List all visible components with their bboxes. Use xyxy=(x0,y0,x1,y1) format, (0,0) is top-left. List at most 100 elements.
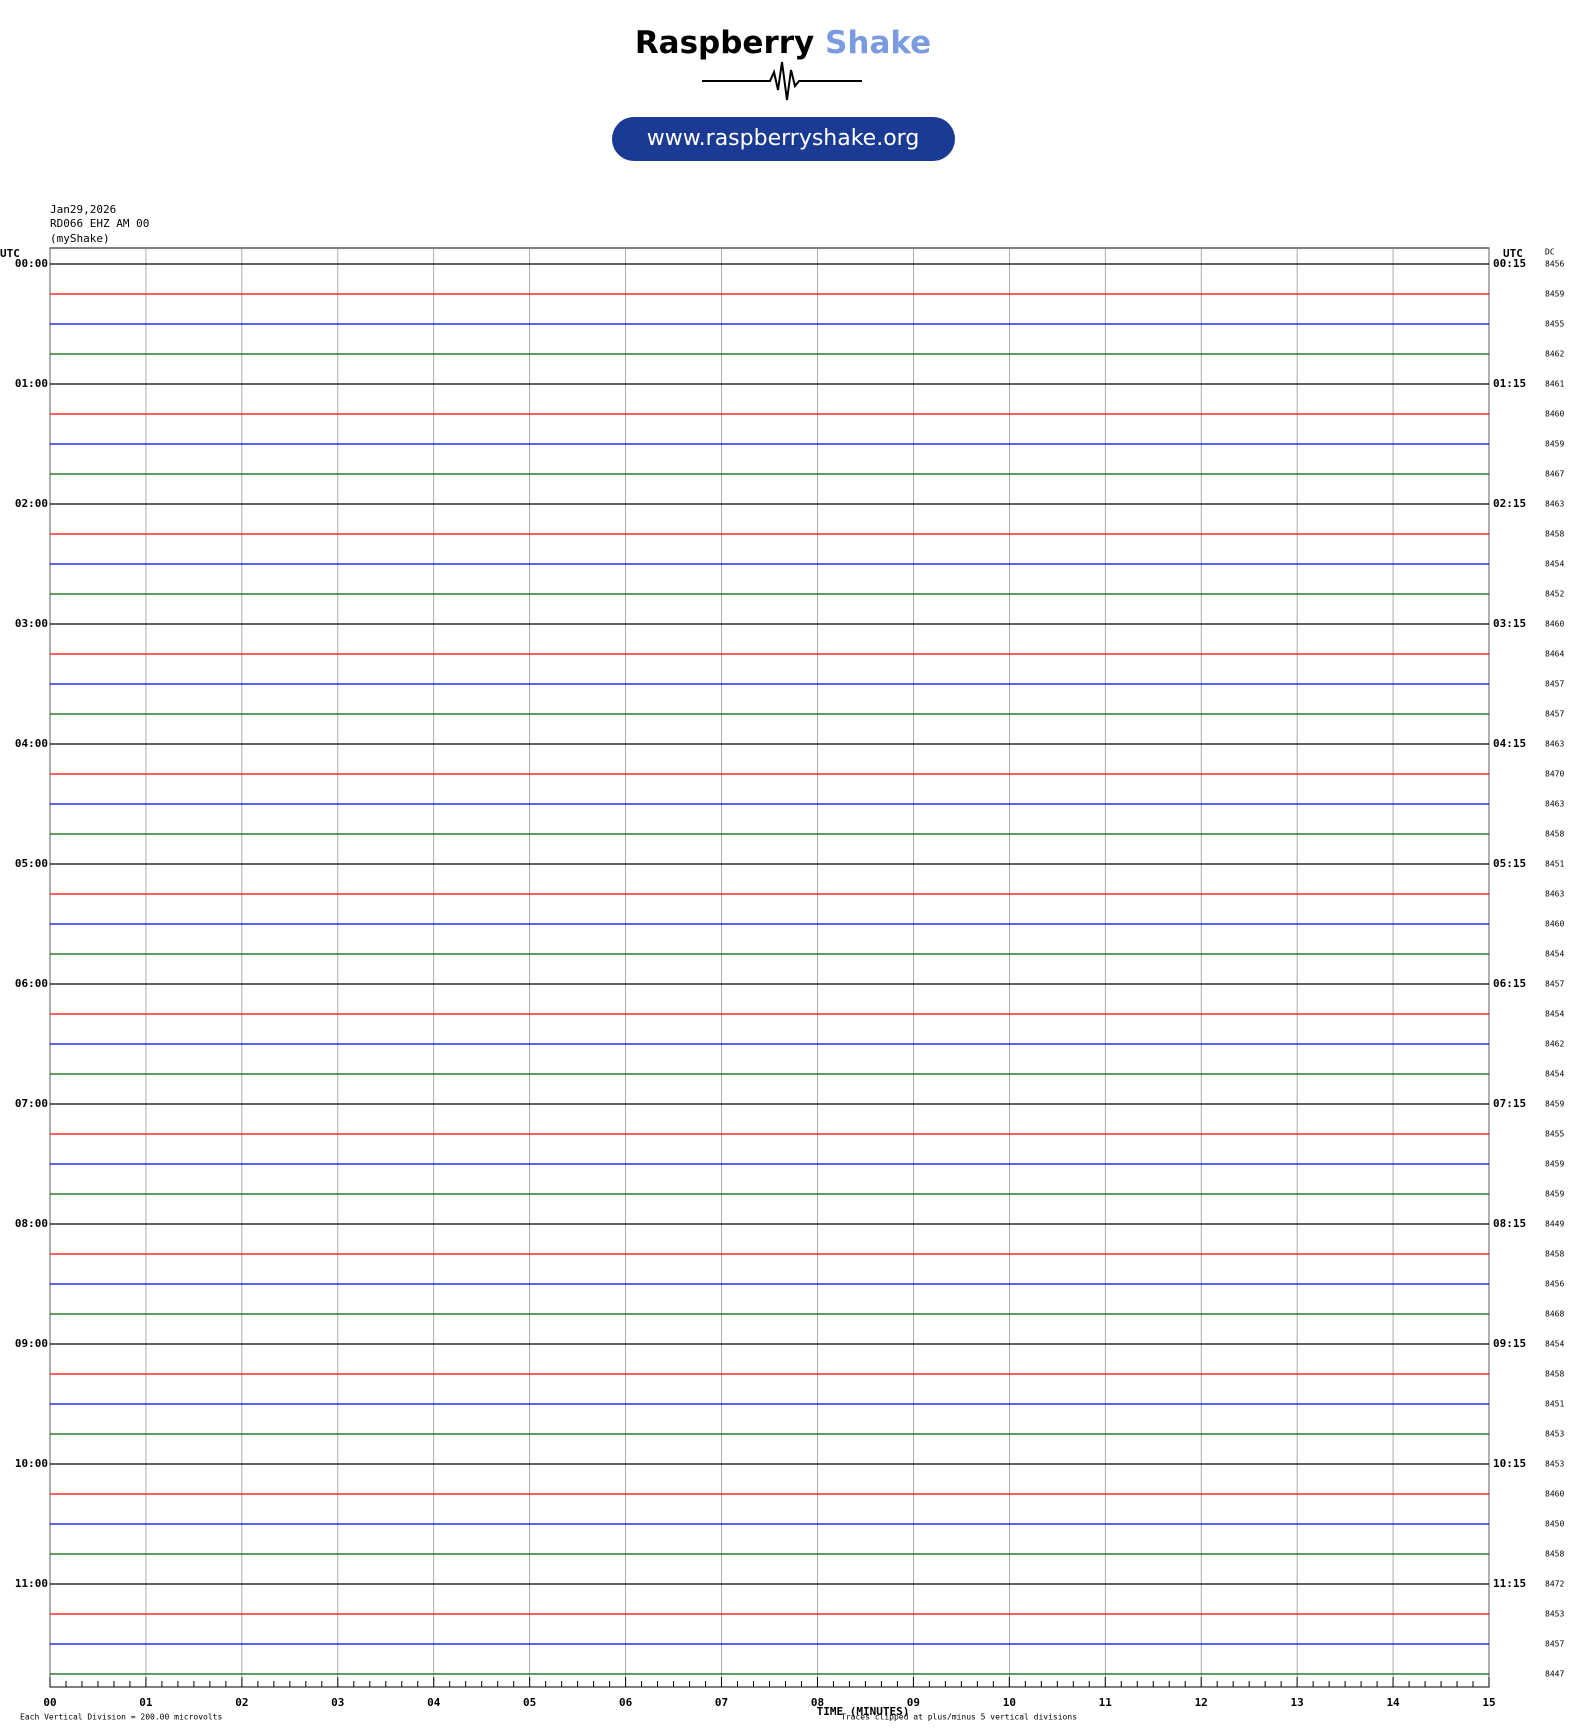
dc-value: 8458 xyxy=(1545,530,1564,539)
dc-value: 8464 xyxy=(1545,650,1564,659)
dc-value: 8458 xyxy=(1545,1370,1564,1379)
x-tick-label: 08 xyxy=(811,1696,824,1709)
dc-value: 8456 xyxy=(1545,260,1564,269)
x-tick-label: 02 xyxy=(235,1696,248,1709)
brand-accent: Shake xyxy=(825,25,931,61)
dc-value: 8458 xyxy=(1545,1250,1564,1259)
dc-value: 8459 xyxy=(1545,290,1564,299)
dc-value: 8454 xyxy=(1545,1010,1564,1019)
right-hour-label: 09:15 xyxy=(1493,1337,1526,1350)
dc-value: 8452 xyxy=(1545,590,1564,599)
date: Jan29,2026 xyxy=(50,203,116,216)
dc-value: 8451 xyxy=(1545,860,1564,869)
left-hour-label: 07:00 xyxy=(15,1097,48,1110)
x-tick-label: 01 xyxy=(139,1696,153,1709)
dc-value: 8459 xyxy=(1545,1100,1564,1109)
dc-value: 8459 xyxy=(1545,440,1564,449)
dc-value: 8468 xyxy=(1545,1310,1564,1319)
right-hour-label: 02:15 xyxy=(1493,497,1526,510)
x-tick-label: 05 xyxy=(523,1696,536,1709)
left-hour-label: 01:00 xyxy=(15,377,48,390)
dc-value: 8454 xyxy=(1545,1070,1564,1079)
dc-value: 8461 xyxy=(1545,380,1564,389)
url-pill xyxy=(612,117,955,161)
clip-note: Traces clipped at plus/minus 5 vertical … xyxy=(841,1713,1077,1722)
right-axis-title: UTC xyxy=(1503,247,1523,260)
owner: (myShake) xyxy=(50,232,110,245)
left-hour-label: 10:00 xyxy=(15,1457,48,1470)
dc-value: 8470 xyxy=(1545,770,1564,779)
right-hour-label: 03:15 xyxy=(1493,617,1526,630)
dc-value: 8450 xyxy=(1545,1520,1564,1529)
dc-value: 8457 xyxy=(1545,1640,1564,1649)
right-hour-label: 06:15 xyxy=(1493,977,1526,990)
right-hour-label: 10:15 xyxy=(1493,1457,1526,1470)
dc-value: 8447 xyxy=(1545,1670,1564,1679)
dc-value: 8460 xyxy=(1545,410,1564,419)
station: RD066 EHZ AM 00 xyxy=(50,217,149,230)
scale-note: Each Vertical Division = 200.00 microvol… xyxy=(20,1713,222,1722)
url: www.raspberryshake.org xyxy=(647,126,920,151)
dc-value: 8463 xyxy=(1545,740,1564,749)
dc-value: 8458 xyxy=(1545,830,1564,839)
x-tick-label: 09 xyxy=(907,1696,920,1709)
x-axis-title: TIME (MINUTES) xyxy=(817,1705,910,1718)
right-hour-label: 00:15 xyxy=(1493,257,1526,270)
x-tick-label: 00 xyxy=(43,1696,56,1709)
dc-value: 8462 xyxy=(1545,350,1564,359)
dc-value: 8462 xyxy=(1545,1040,1564,1049)
dc-value: 8457 xyxy=(1545,980,1564,989)
x-tick-label: 12 xyxy=(1195,1696,1208,1709)
dc-value: 8457 xyxy=(1545,680,1564,689)
logo-wave xyxy=(702,61,862,101)
right-hour-label: 07:15 xyxy=(1493,1097,1526,1110)
dc-value: 8467 xyxy=(1545,470,1564,479)
x-tick-label: 13 xyxy=(1291,1696,1304,1709)
dc-value: 8458 xyxy=(1545,1550,1564,1559)
x-tick-label: 06 xyxy=(619,1696,633,1709)
dc-value: 8460 xyxy=(1545,920,1564,929)
x-tick-label: 04 xyxy=(427,1696,441,1709)
left-hour-label: 04:00 xyxy=(15,737,48,750)
dc-value: 8449 xyxy=(1545,1220,1564,1229)
right-hour-label: 01:15 xyxy=(1493,377,1526,390)
dc-value: 8456 xyxy=(1545,1280,1564,1289)
plot-frame xyxy=(49,247,1490,1688)
right-hour-label: 08:15 xyxy=(1493,1217,1526,1230)
dc-value: 8455 xyxy=(1545,320,1564,329)
dc-value: 8463 xyxy=(1545,800,1564,809)
left-hour-label: 02:00 xyxy=(15,497,48,510)
dc-value: 8460 xyxy=(1545,1490,1564,1499)
left-hour-label: 08:00 xyxy=(15,1217,48,1230)
right-hour-label: 04:15 xyxy=(1493,737,1526,750)
right-hour-label: 11:15 xyxy=(1493,1577,1526,1590)
x-tick-label: 07 xyxy=(715,1696,728,1709)
dc-value: 8472 xyxy=(1545,1580,1564,1589)
dc-value: 8453 xyxy=(1545,1610,1564,1619)
right-hour-label: 05:15 xyxy=(1493,857,1526,870)
dc-value: 8454 xyxy=(1545,560,1564,569)
dc-value: 8460 xyxy=(1545,620,1564,629)
dc-value: 8463 xyxy=(1545,890,1564,899)
x-tick-label: 14 xyxy=(1386,1696,1400,1709)
dc-value: 8457 xyxy=(1545,710,1564,719)
dc-value: 8451 xyxy=(1545,1400,1564,1409)
dc-value: 8454 xyxy=(1545,1340,1564,1349)
x-tick-label: 11 xyxy=(1099,1696,1113,1709)
brand-name: Raspberry xyxy=(635,25,814,61)
dc-value: 8459 xyxy=(1545,1160,1564,1169)
x-tick-label: 03 xyxy=(331,1696,344,1709)
dc-value: 8455 xyxy=(1545,1130,1564,1139)
left-hour-label: 11:00 xyxy=(15,1577,48,1590)
x-tick-label: 15 xyxy=(1482,1696,1495,1709)
left-hour-label: 06:00 xyxy=(15,977,48,990)
dc-value: 8463 xyxy=(1545,500,1564,509)
left-hour-label: 00:00 xyxy=(15,257,48,270)
x-tick-label: 10 xyxy=(1003,1696,1016,1709)
dc-title: DC xyxy=(1545,248,1555,257)
brand: Raspberry Shake xyxy=(635,25,931,61)
dc-value: 8459 xyxy=(1545,1190,1564,1199)
left-hour-label: 05:00 xyxy=(15,857,48,870)
